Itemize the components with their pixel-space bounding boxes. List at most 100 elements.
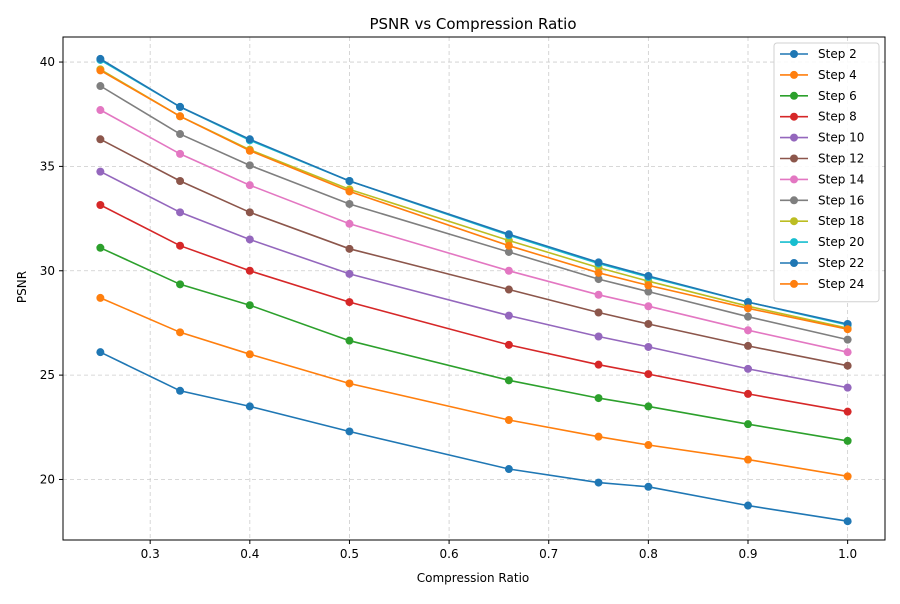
legend-item: Step 4 — [780, 68, 857, 82]
data-point — [345, 219, 354, 228]
data-point — [504, 340, 513, 349]
data-point — [176, 328, 185, 337]
y-tick-label: 35 — [40, 159, 55, 173]
data-point — [644, 302, 653, 311]
series-step-10 — [96, 167, 852, 392]
plot-frame — [62, 36, 886, 541]
data-point — [96, 82, 105, 91]
data-point — [245, 266, 254, 275]
data-point — [245, 181, 254, 190]
legend-item: Step 16 — [780, 193, 864, 207]
data-point — [176, 241, 185, 250]
legend-marker — [790, 259, 798, 267]
data-point — [644, 402, 653, 411]
legend-marker — [790, 217, 798, 226]
legend-label: Step 14 — [818, 172, 864, 186]
legend-label: Step 6 — [818, 89, 857, 103]
legend-label: Step 4 — [818, 68, 857, 82]
x-tick-label: 0.5 — [340, 547, 359, 561]
x-axis-label: Compression Ratio — [417, 571, 530, 585]
data-point — [843, 436, 852, 445]
data-point — [504, 247, 513, 256]
legend-marker — [790, 154, 798, 163]
data-point — [644, 271, 653, 280]
data-point — [644, 482, 653, 491]
x-tick-label: 0.9 — [738, 547, 757, 561]
x-axis-ticks: 0.3 0.4 0.5 0.6 0.7 0.8 0.9 1.0 — [141, 540, 857, 561]
data-point — [96, 201, 105, 210]
x-tick-label: 0.3 — [141, 547, 160, 561]
series-step-8 — [96, 201, 852, 416]
series-step-12 — [96, 135, 852, 370]
y-axis-label: PSNR — [15, 271, 29, 303]
data-point — [843, 361, 852, 370]
data-point — [176, 280, 185, 289]
legend-label: Step 8 — [818, 110, 857, 124]
data-point — [345, 336, 354, 345]
legend-marker — [790, 50, 798, 58]
data-point — [504, 266, 513, 275]
y-axis-ticks: 20 25 30 35 40 — [40, 55, 63, 486]
data-point — [843, 407, 852, 416]
data-point — [594, 275, 603, 284]
data-point — [744, 298, 752, 307]
grid — [63, 37, 885, 540]
legend-item: Step 2 — [780, 47, 857, 61]
data-point — [345, 379, 354, 388]
series-step-22 — [96, 54, 852, 328]
series-group — [96, 54, 852, 526]
data-point — [594, 332, 603, 341]
legend-marker — [790, 133, 798, 142]
data-point — [843, 335, 852, 344]
legend-box — [773, 42, 880, 303]
data-point — [245, 235, 254, 244]
legend-item: Step 24 — [780, 277, 864, 291]
series-step-14 — [96, 106, 852, 357]
data-point — [594, 290, 603, 299]
data-point — [504, 311, 513, 320]
data-point — [594, 268, 603, 277]
series-step-4 — [96, 293, 852, 481]
y-tick-label: 40 — [40, 55, 55, 69]
series-step-16 — [96, 82, 852, 344]
legend-marker — [790, 196, 798, 205]
series-step-24 — [96, 66, 852, 334]
data-point — [594, 394, 603, 403]
data-point — [504, 285, 513, 294]
legend-label: Step 22 — [818, 256, 864, 270]
data-point — [96, 66, 105, 75]
data-point — [96, 135, 105, 144]
legend-label: Step 10 — [818, 131, 864, 145]
legend-label: Step 12 — [818, 152, 864, 166]
legend-item: Step 8 — [780, 110, 857, 124]
x-tick-label: 0.4 — [240, 547, 259, 561]
data-point — [176, 112, 185, 121]
x-tick-label: 0.8 — [639, 547, 658, 561]
data-point — [744, 420, 752, 429]
legend-item: Step 12 — [780, 152, 864, 166]
data-point — [744, 389, 752, 398]
data-point — [176, 386, 185, 395]
data-point — [504, 376, 513, 385]
legend-item: Step 10 — [780, 131, 864, 145]
data-point — [345, 177, 354, 186]
data-point — [594, 432, 603, 441]
data-point — [843, 383, 852, 392]
data-point — [245, 135, 254, 144]
data-point — [345, 298, 354, 307]
data-point — [644, 287, 653, 296]
data-point — [744, 501, 752, 510]
y-tick-label: 20 — [40, 472, 55, 486]
data-point — [843, 472, 852, 481]
x-tick-label: 0.6 — [440, 547, 459, 561]
data-point — [96, 348, 105, 357]
data-point — [345, 199, 354, 208]
data-point — [345, 427, 354, 436]
data-point — [176, 177, 185, 186]
data-point — [594, 360, 603, 369]
legend-label: Step 18 — [818, 214, 864, 228]
x-tick-label: 1.0 — [838, 547, 857, 561]
data-point — [345, 187, 354, 196]
data-point — [245, 350, 254, 359]
data-point — [245, 301, 254, 310]
